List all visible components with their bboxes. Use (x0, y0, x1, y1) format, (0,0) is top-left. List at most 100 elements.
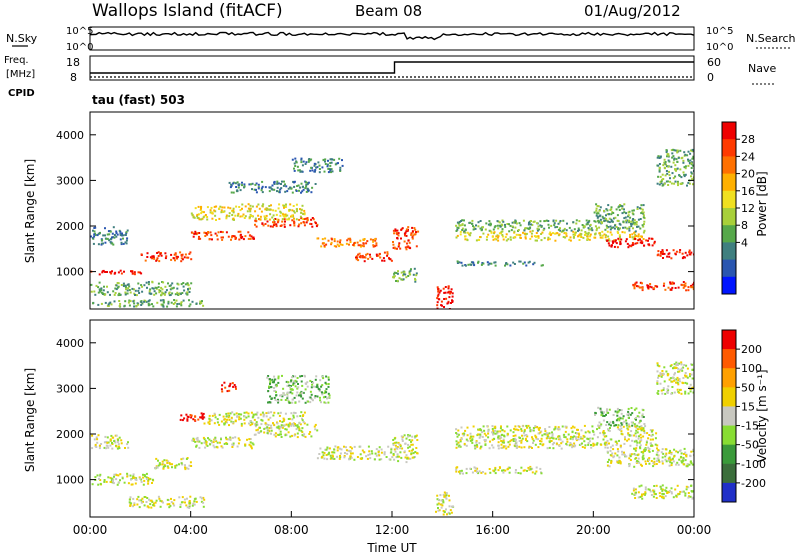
velocity-panel: 1000 2000 3000 4000 00:00 04:00 08:00 12:00 16:… (23, 319, 769, 554)
colorbar-segment (722, 259, 736, 278)
nsearch-label: N.Search (746, 32, 796, 45)
y-tick-label: 4000 (56, 129, 84, 142)
echo-band (456, 260, 544, 267)
colorbar-tick-label: 20 (741, 168, 755, 181)
cpid-value: tau (fast) 503 (92, 93, 185, 107)
colorbar-segment (722, 208, 736, 226)
echo-band (90, 280, 193, 297)
colorbar-segment (722, 156, 736, 175)
echo-band (220, 381, 237, 393)
colorbar-tick-label: -100 (741, 458, 766, 471)
colorbar-segment (722, 330, 736, 350)
echo-band (392, 267, 418, 283)
colorbar-tick-label: 4 (741, 236, 748, 249)
nave-tick-top: 60 (707, 56, 721, 69)
echo-band (154, 457, 193, 471)
nsky-panel: N.Sky 10^5 10^0 10^5 10^0 N.Search (6, 26, 796, 53)
x-tick-label: 00:00 (677, 523, 712, 537)
colorbar-segment (722, 463, 736, 484)
echo-band (631, 484, 694, 500)
y-tick-label: 1000 (56, 474, 84, 487)
colorbar-tick-label: 28 (741, 133, 755, 146)
date-label: 01/Aug/2012 (584, 2, 681, 20)
echo-band (191, 436, 255, 450)
y-tick-label: 3000 (56, 382, 84, 395)
echo-band (606, 237, 656, 249)
colorbar-segment (722, 406, 736, 427)
colorbar-tick-label: 100 (741, 362, 762, 375)
power-panel: 1000 2000 3000 4000 Slant Range [km] 28 24 20… (23, 111, 769, 310)
echo-band (316, 237, 378, 248)
x-tick-label: 00:00 (73, 523, 108, 537)
echo-band (594, 406, 646, 427)
colorbar-segment (722, 368, 736, 388)
echo-band (632, 281, 694, 292)
nsky-label: N.Sky (6, 32, 38, 45)
echo-band (179, 412, 205, 422)
colorbar-tick-label: -200 (741, 477, 766, 490)
echo-band (91, 434, 130, 450)
station-title: Wallops Island (fitACF) (92, 1, 283, 21)
colorbar-tick-label: -50 (741, 439, 759, 452)
echo-band (355, 251, 393, 263)
echo-band (128, 495, 206, 509)
beam-label: Beam 08 (355, 2, 422, 20)
echo-band (190, 230, 255, 241)
y-tick-label: 2000 (56, 428, 84, 441)
echo-band (90, 269, 143, 276)
echo-band (190, 205, 243, 221)
nsky-tick-top: 10^5 (66, 26, 93, 37)
echo-band (593, 203, 646, 224)
echo-band (92, 299, 205, 308)
echo-band (91, 472, 155, 486)
echo-band (90, 226, 129, 246)
colorbar-tick-label: -15 (741, 420, 759, 433)
nave-tick-bottom: 0 (707, 71, 714, 84)
y-tick-label: 2000 (56, 220, 84, 233)
echo-band (316, 445, 394, 461)
colorbar-tick-label: 15 (741, 400, 755, 413)
colorbar-segment (722, 444, 736, 465)
nave-label: Nave (748, 62, 776, 75)
colorbar-segment (722, 276, 736, 295)
echo-band (241, 203, 306, 221)
colorbar-segment (722, 190, 736, 209)
colorbar-segment (722, 139, 736, 157)
echo-band (656, 249, 694, 260)
x-tick-label: 12:00 (375, 523, 410, 537)
freq-label: Freq. (4, 55, 29, 66)
colorbar-tick-label: 50 (741, 381, 755, 394)
colorbar-tick-label: 16 (741, 185, 755, 198)
colorbar-segment (722, 349, 736, 369)
echo-band (203, 411, 306, 427)
nsearch-tick-top: 10^5 (706, 26, 733, 37)
colorbar-segment (722, 242, 736, 261)
freq-tick-bottom: 8 (70, 71, 77, 84)
echo-band (435, 491, 455, 516)
freq-trace (90, 61, 694, 74)
colorbar-segment (722, 425, 736, 446)
echo-band (392, 226, 420, 251)
freq-panel: Freq. [MHz] 18 8 60 0 Nave CPID tau (fas… (4, 55, 776, 107)
colorbar-segment (722, 387, 736, 407)
cpid-label: CPID (8, 88, 35, 99)
echo-band (266, 374, 331, 404)
power-colorbar-label: Power [dB] (755, 171, 769, 236)
nsearch-tick-bottom: 10^0 (706, 42, 733, 53)
echo-band (455, 424, 659, 450)
colorbar-segment (722, 482, 736, 503)
echo-band (606, 447, 694, 468)
x-tick-label: 08:00 (274, 523, 309, 537)
echo-band (455, 465, 543, 475)
colorbar-tick-label: 12 (741, 202, 755, 215)
colorbar-tick-label: 24 (741, 150, 755, 163)
colorbar-tick-label: 200 (741, 343, 762, 356)
echo-band (228, 180, 317, 194)
nsky-trace (89, 31, 695, 41)
freq-unit: [MHz] (6, 69, 35, 80)
colorbar-segment (722, 225, 736, 243)
colorbar-frame (721, 329, 737, 503)
echo-band (436, 285, 454, 309)
nsky-tick-bottom: 10^0 (66, 42, 93, 53)
